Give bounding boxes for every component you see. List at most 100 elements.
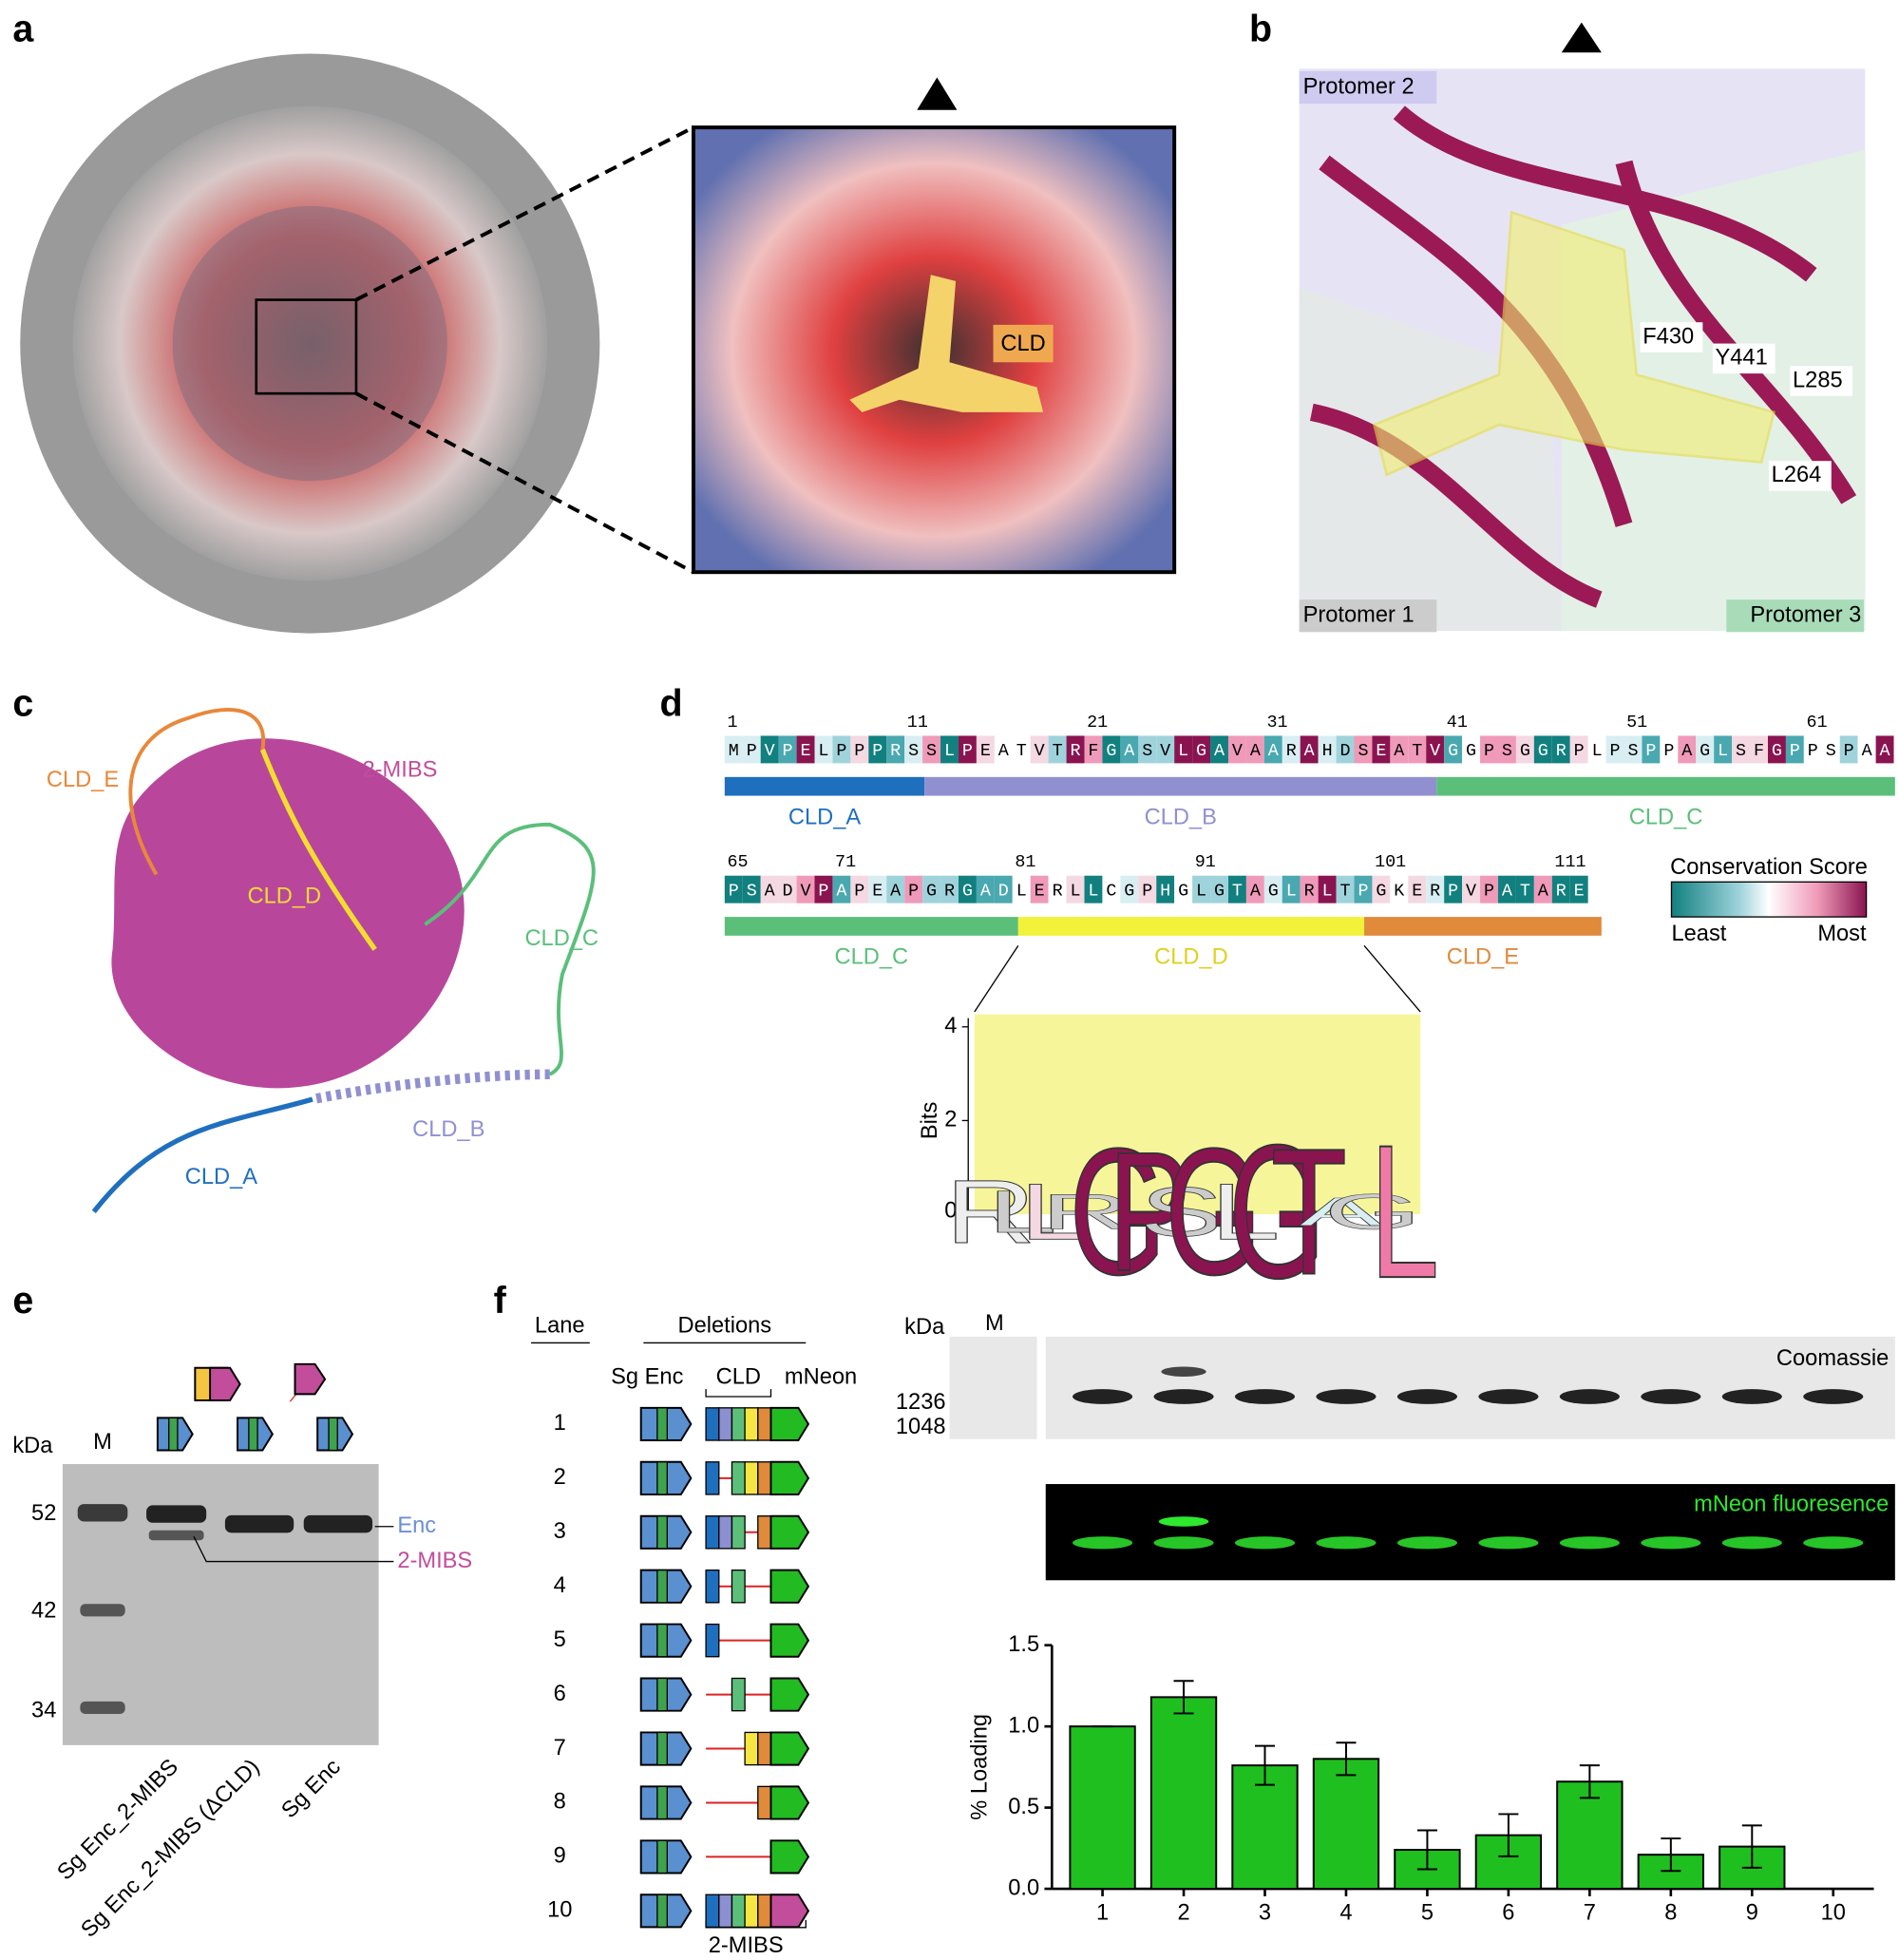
residue: P [1645,741,1656,761]
residue-cell [1551,735,1570,764]
residue-cell [1174,735,1193,764]
residue-cell [1533,875,1552,904]
residue-cell [886,875,905,904]
panel-letter: d [659,682,682,724]
domain-label: CLD_E [47,768,119,792]
residue-cell [1192,735,1211,764]
fluor-band [1721,1536,1782,1550]
residue-cell [940,875,959,904]
residue-cell [1156,735,1175,764]
residue: P [1844,741,1854,761]
gel-band [1478,1389,1539,1404]
domain-label: CLD_D [1154,945,1228,970]
residue: P [1484,741,1494,761]
stripe [248,1417,258,1452]
color-scale [1670,881,1868,918]
residue: V [801,881,811,901]
residue-cell [1300,875,1319,904]
residue-cell [1569,735,1588,764]
protomer-label: Protomer 3 [1750,602,1861,627]
protomer-label: Protomer 2 [1303,74,1415,99]
gel-label: Coomassie [1776,1346,1889,1371]
residue-cell [1515,875,1534,904]
domain-label: CLD_C [835,945,909,970]
residue-cell [1245,735,1264,764]
residue: E [980,741,991,761]
logo-letter: S [1140,1172,1224,1250]
residue: P [1663,741,1674,761]
label-bg [1790,366,1853,396]
residue: G [1268,881,1279,901]
residue: V [1430,741,1440,761]
residue-cell [1336,735,1355,764]
residue: P [729,881,739,901]
construct-label: CLD [716,1365,761,1390]
residue-cell [1012,735,1031,764]
ladder-label: 1048 [896,1415,946,1439]
residue-cell [1426,875,1445,904]
connector [974,944,1019,1013]
gel-band [1153,1389,1214,1404]
ladder-label: 1236 [896,1390,946,1415]
position-number: 65 [727,852,748,872]
residue-cell [868,735,887,764]
residue: L [1718,741,1728,761]
residue-cell [994,875,1013,904]
residue-cell [778,875,797,904]
residue: V [1466,881,1476,901]
logo-box [974,1014,1421,1215]
logo-letter: G [1228,1105,1325,1317]
residue: R [1556,741,1567,761]
residue: S [1358,741,1368,761]
domain-bar [1017,917,1365,936]
residue-cell [1210,875,1228,904]
logo-letter: P [1108,1117,1191,1306]
residue-cell [1462,875,1481,904]
logo-tick: 4 [944,1014,957,1038]
residue: P [872,741,883,761]
residue: G [1124,881,1134,901]
residue-cell [742,735,761,764]
stripe [656,1569,669,1604]
residue: D [783,881,793,901]
label-bg [1640,322,1703,352]
label: CLD [1000,332,1045,356]
residue: A [1250,741,1262,761]
position-number: 101 [1375,852,1406,872]
gel-band [1073,1389,1133,1404]
residue: R [1053,881,1063,901]
residue: A [1394,741,1405,761]
residue: A [1880,741,1891,761]
residue: A [836,881,847,901]
residue-cell [976,875,995,904]
position-number: 111 [1554,852,1586,872]
sds-gel [62,1464,394,1745]
residue: P [1808,741,1818,761]
residue: L [1286,881,1297,901]
axis-unit: kDa [12,1434,53,1458]
residue-cell [1372,735,1391,764]
residue-cell [1354,735,1373,764]
logo-letter: G [1165,1111,1262,1313]
gel-band [1396,1389,1457,1404]
x-tick-label: 10 [1821,1901,1846,1926]
residue-cell [760,875,779,904]
residue-cell [1551,875,1570,904]
logo-letter: G [1070,1111,1167,1313]
residue-cell [958,875,977,904]
position-number: 41 [1447,713,1468,733]
gel-band [1721,1389,1782,1404]
residue-cell [1084,735,1103,764]
band-label: Enc [397,1513,436,1538]
position-number: 31 [1266,713,1287,733]
construct-shape [769,1731,810,1766]
residue: L [1322,881,1333,901]
lane-number: 5 [554,1627,566,1652]
cartoon-render [1299,22,1866,631]
residue: P [818,881,828,901]
residue: A [1304,741,1316,761]
residue-cell [1210,735,1228,764]
residue: S [908,741,919,761]
fluor-band [1641,1536,1701,1550]
